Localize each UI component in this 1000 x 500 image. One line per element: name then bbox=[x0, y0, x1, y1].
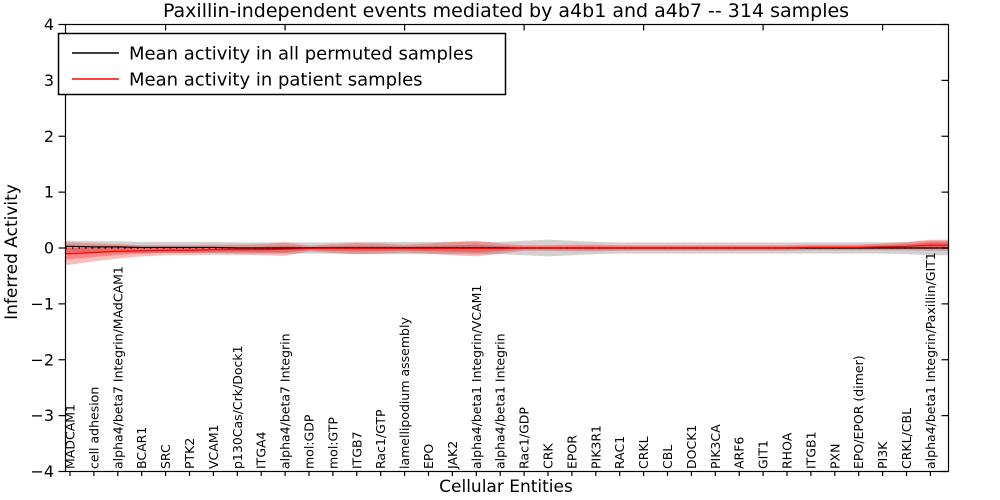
x-tick-label: alpha4/beta7 Integrin bbox=[278, 333, 293, 469]
legend-box bbox=[57, 32, 507, 96]
y-tick-label: 4 bbox=[44, 15, 54, 34]
tick-layer bbox=[58, 23, 949, 476]
y-axis-title: Inferred Activity bbox=[2, 184, 22, 320]
legend: Mean activity in all permuted samples Me… bbox=[57, 32, 507, 96]
x-tick-label: GIT1 bbox=[756, 440, 771, 469]
band-layer bbox=[65, 239, 949, 265]
y-tick-label: 0 bbox=[44, 239, 54, 258]
x-tick-label: CRK bbox=[541, 443, 556, 469]
x-tick-label: mol:GTP bbox=[325, 417, 340, 469]
x-tick-label: ITGB7 bbox=[349, 431, 364, 469]
y-tick-label: 1 bbox=[44, 183, 54, 202]
x-tick-label: PIK3R1 bbox=[588, 425, 603, 469]
x-tick-label: BCAR1 bbox=[134, 427, 149, 469]
y-tick-label: −3 bbox=[30, 406, 54, 425]
x-tick-label: alpha4/beta1 Integrin bbox=[493, 333, 508, 469]
y-tick-label: 3 bbox=[44, 71, 54, 90]
y-tick-labels: 4 3 2 1 0 −1 −2 −3 −4 bbox=[30, 15, 54, 481]
x-tick-label: cell adhesion bbox=[86, 387, 101, 469]
x-tick-label: alpha4/beta7 Integrin/MAdCAM1 bbox=[110, 266, 125, 469]
x-tick-label: EPO/EPOR (dimer) bbox=[851, 355, 866, 469]
x-tick-labels: MADCAM1 cell adhesion alpha4/beta7 Integri… bbox=[63, 252, 938, 470]
legend-label-permuted: Mean activity in all permuted samples bbox=[129, 43, 473, 64]
x-tick-label: DOCK1 bbox=[684, 425, 699, 469]
patient-mean-line bbox=[65, 244, 949, 255]
x-tick-label: ITGB1 bbox=[803, 431, 818, 469]
x-tick-label: CRKL bbox=[636, 436, 651, 469]
chart-title: Paxillin-independent events mediated by … bbox=[163, 0, 849, 22]
x-tick-label: JAK2 bbox=[445, 441, 460, 470]
patient-std-band bbox=[65, 239, 949, 265]
x-tick-label: lamellipodium assembly bbox=[397, 317, 412, 469]
y-tick-label: −4 bbox=[30, 462, 54, 481]
x-tick-label: alpha4/beta1 Integrin/VCAM1 bbox=[469, 285, 484, 469]
x-tick-label: Rac1/GTP bbox=[373, 409, 388, 469]
x-tick-label: RAC1 bbox=[612, 436, 627, 469]
x-tick-label: VCAM1 bbox=[206, 424, 221, 469]
x-tick-label: PTK2 bbox=[182, 438, 197, 469]
x-tick-label: PIK3CA bbox=[708, 424, 723, 469]
x-tick-label: alpha4/beta1 Integrin/Paxillin/GIT1 bbox=[923, 252, 938, 469]
x-axis-title: Cellular Entities bbox=[439, 477, 573, 497]
x-tick-label: EPOR bbox=[564, 435, 579, 469]
y-tick-label: −1 bbox=[30, 294, 54, 313]
x-tick-label: ITGA4 bbox=[254, 431, 269, 469]
x-tick-label: ARF6 bbox=[732, 437, 747, 469]
x-tick-label: Rac1/GDP bbox=[517, 407, 532, 469]
x-tick-label: SRC bbox=[158, 444, 173, 469]
y-tick-label: 2 bbox=[44, 127, 54, 146]
patient-inner-band bbox=[65, 242, 949, 260]
legend-label-patient: Mean activity in patient samples bbox=[129, 69, 423, 90]
x-tick-label: PI3K bbox=[875, 441, 890, 469]
x-tick-label: RHOA bbox=[780, 432, 795, 469]
x-tick-label: EPO bbox=[421, 444, 436, 469]
line-layer bbox=[65, 244, 949, 255]
x-tick-label: CRKL/CBL bbox=[899, 408, 914, 469]
x-tick-label: mol:GDP bbox=[302, 414, 317, 469]
x-tick-label: CBL bbox=[660, 445, 675, 469]
x-tick-label: p130Cas/Crk/Dock1 bbox=[230, 345, 245, 469]
y-tick-label: −2 bbox=[30, 350, 54, 369]
x-tick-label: MADCAM1 bbox=[63, 404, 78, 469]
x-tick-label: PXN bbox=[827, 444, 842, 469]
